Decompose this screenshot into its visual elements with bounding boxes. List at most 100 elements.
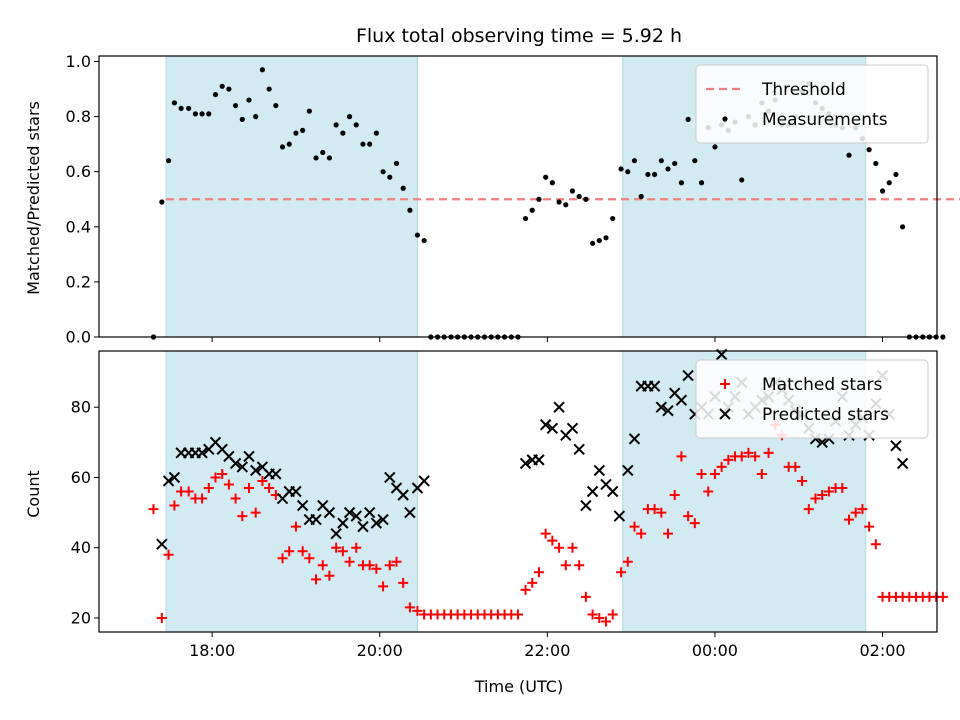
bottom-matched-stars-point-7 <box>197 493 208 504</box>
bottom-matched-stars-point-66 <box>594 612 605 623</box>
bottom-matched-stars-point-2 <box>163 549 174 560</box>
bottom-legend-swatch-0 <box>720 379 730 389</box>
bottom-predicted-stars-point-95 <box>890 440 902 452</box>
top-measurements-point-69 <box>618 166 624 172</box>
bottom-predicted-stars-point-1 <box>162 475 175 487</box>
bottom-predicted-stars-point-29 <box>350 510 362 522</box>
top-ytick-label-5: 1.0 <box>66 52 91 71</box>
bottom-ytick-label-1: 40 <box>71 538 91 557</box>
bottom-matched-stars-point-76 <box>663 528 674 539</box>
top-measurements-point-15 <box>253 114 259 120</box>
bottom-predicted-stars-point-33 <box>377 513 389 526</box>
bottom-matched-stars-point-38 <box>404 602 415 613</box>
bottom-matched-stars-point-36 <box>391 556 402 567</box>
top-ytick-label-3: 0.6 <box>66 162 91 181</box>
bottom-predicted-stars-point-61 <box>662 405 674 417</box>
bottom-matched-stars-point-0 <box>148 504 159 515</box>
bottom-matched-stars-point-20 <box>284 546 295 557</box>
top-measurements-point-67 <box>603 235 609 241</box>
top-measurements-point-77 <box>672 160 678 167</box>
bottom-predicted-stars-point-42 <box>533 454 545 466</box>
top-measurements-point-23 <box>306 108 312 114</box>
bottom-matched-stars-point-25 <box>317 560 328 571</box>
bottom-matched-stars-point-97 <box>803 504 814 515</box>
bottom-matched-stars-point-67 <box>600 616 611 627</box>
top-measurements-point-7 <box>199 111 205 117</box>
bottom-predicted-stars-point-44 <box>546 422 559 434</box>
bottom-matched-stars-point-63 <box>574 560 585 571</box>
bottom-predicted-stars-point-30 <box>357 520 369 533</box>
bottom-matched-stars-point-30 <box>351 542 362 553</box>
top-measurements-point-24 <box>313 155 319 161</box>
bottom-matched-stars-point-91 <box>763 447 774 458</box>
top-measurements-point-81 <box>698 180 705 186</box>
top-measurements-point-58 <box>543 174 549 180</box>
bottom-predicted-stars-point-43 <box>539 419 552 431</box>
top-measurements-point-60 <box>556 199 562 205</box>
bottom-matched-stars-point-12 <box>230 493 241 504</box>
bottom-matched-stars-point-37 <box>398 577 409 588</box>
top-measurements-point-109 <box>886 180 892 186</box>
top-legend: Threshold Measurements <box>695 64 929 144</box>
bottom-predicted-stars-point-96 <box>896 457 909 470</box>
bottom-matched-stars-point-11 <box>223 479 234 490</box>
bottom-matched-stars-point-21 <box>290 521 301 532</box>
bottom-matched-stars-point-96 <box>797 475 808 486</box>
bottom-predicted-stars-point-2 <box>168 471 181 484</box>
top-measurements-point-3 <box>171 100 178 106</box>
bottom-matched-stars-point-56 <box>527 577 538 588</box>
top-measurements-point-38 <box>407 207 413 213</box>
bottom-predicted-stars-point-84 <box>816 436 828 449</box>
bottom-predicted-stars-point-23 <box>310 513 322 526</box>
bottom-predicted-stars-point-36 <box>397 489 409 501</box>
top-measurements-point-87 <box>739 177 745 183</box>
bottom-matched-stars-point-95 <box>790 461 801 472</box>
top-measurements-point-56 <box>529 207 535 213</box>
top-measurements-point-37 <box>400 185 406 191</box>
bottom-predicted-stars-point-63 <box>675 394 688 406</box>
top-measurements-point-14 <box>246 97 252 103</box>
top-measurements-point-64 <box>583 196 589 202</box>
top-measurements-point-79 <box>685 116 691 122</box>
bottom-legend-label-0: Matched stars <box>762 375 882 395</box>
bottom-matched-stars-point-103 <box>844 514 855 525</box>
top-measurements-point-63 <box>576 193 582 200</box>
top-measurements-point-83 <box>712 144 718 150</box>
top-measurements-point-28 <box>340 130 346 136</box>
bottom-predicted-stars-point-13 <box>243 450 255 463</box>
bottom-predicted-stars-point-32 <box>370 517 383 529</box>
bottom-predicted-stars-point-31 <box>363 506 376 519</box>
bottom-xtick-label-2: 22:00 <box>524 641 570 660</box>
bottom-legend-label-1: Predicted stars <box>762 405 889 425</box>
top-measurements-point-71 <box>631 158 638 164</box>
top-measurements-point-13 <box>239 116 245 122</box>
top-measurements-point-107 <box>873 160 879 167</box>
bottom-legend-box <box>695 359 929 439</box>
bottom-predicted-stars-point-59 <box>648 380 661 392</box>
bottom-matched-stars-point-80 <box>689 518 700 529</box>
bottom-matched-stars-point-60 <box>554 542 565 553</box>
top-measurements-point-16 <box>259 67 266 73</box>
bottom-predicted-stars-point-53 <box>606 485 619 498</box>
bottom-matched-stars-point-34 <box>378 581 389 592</box>
bottom-panel: 2040608018:0020:0022:0000:0002:0004:0006… <box>71 348 948 660</box>
top-ytick-label-2: 0.4 <box>66 217 91 236</box>
top-measurements-point-111 <box>900 224 906 230</box>
top-measurements-point-21 <box>293 130 299 136</box>
top-shaded-span-0 <box>165 55 418 338</box>
bottom-matched-stars-point-16 <box>257 475 268 486</box>
bottom-matched-stars-point-104 <box>850 507 861 518</box>
bottom-predicted-stars-point-14 <box>249 464 262 477</box>
top-measurements-point-8 <box>206 111 212 117</box>
top-measurements-point-25 <box>320 149 326 156</box>
top-measurements-point-27 <box>333 122 339 128</box>
top-measurements-point-62 <box>569 188 576 194</box>
bottom-matched-stars-point-106 <box>864 521 875 532</box>
bottom-matched-stars-point-14 <box>244 482 255 493</box>
top-measurements-point-11 <box>226 86 232 92</box>
bottom-matched-stars-point-87 <box>736 451 747 462</box>
bottom-predicted-stars-point-47 <box>566 422 579 434</box>
top-measurements-point-65 <box>589 240 596 246</box>
bottom-matched-stars-point-28 <box>337 546 348 557</box>
bottom-matched-stars-point-9 <box>210 472 221 483</box>
